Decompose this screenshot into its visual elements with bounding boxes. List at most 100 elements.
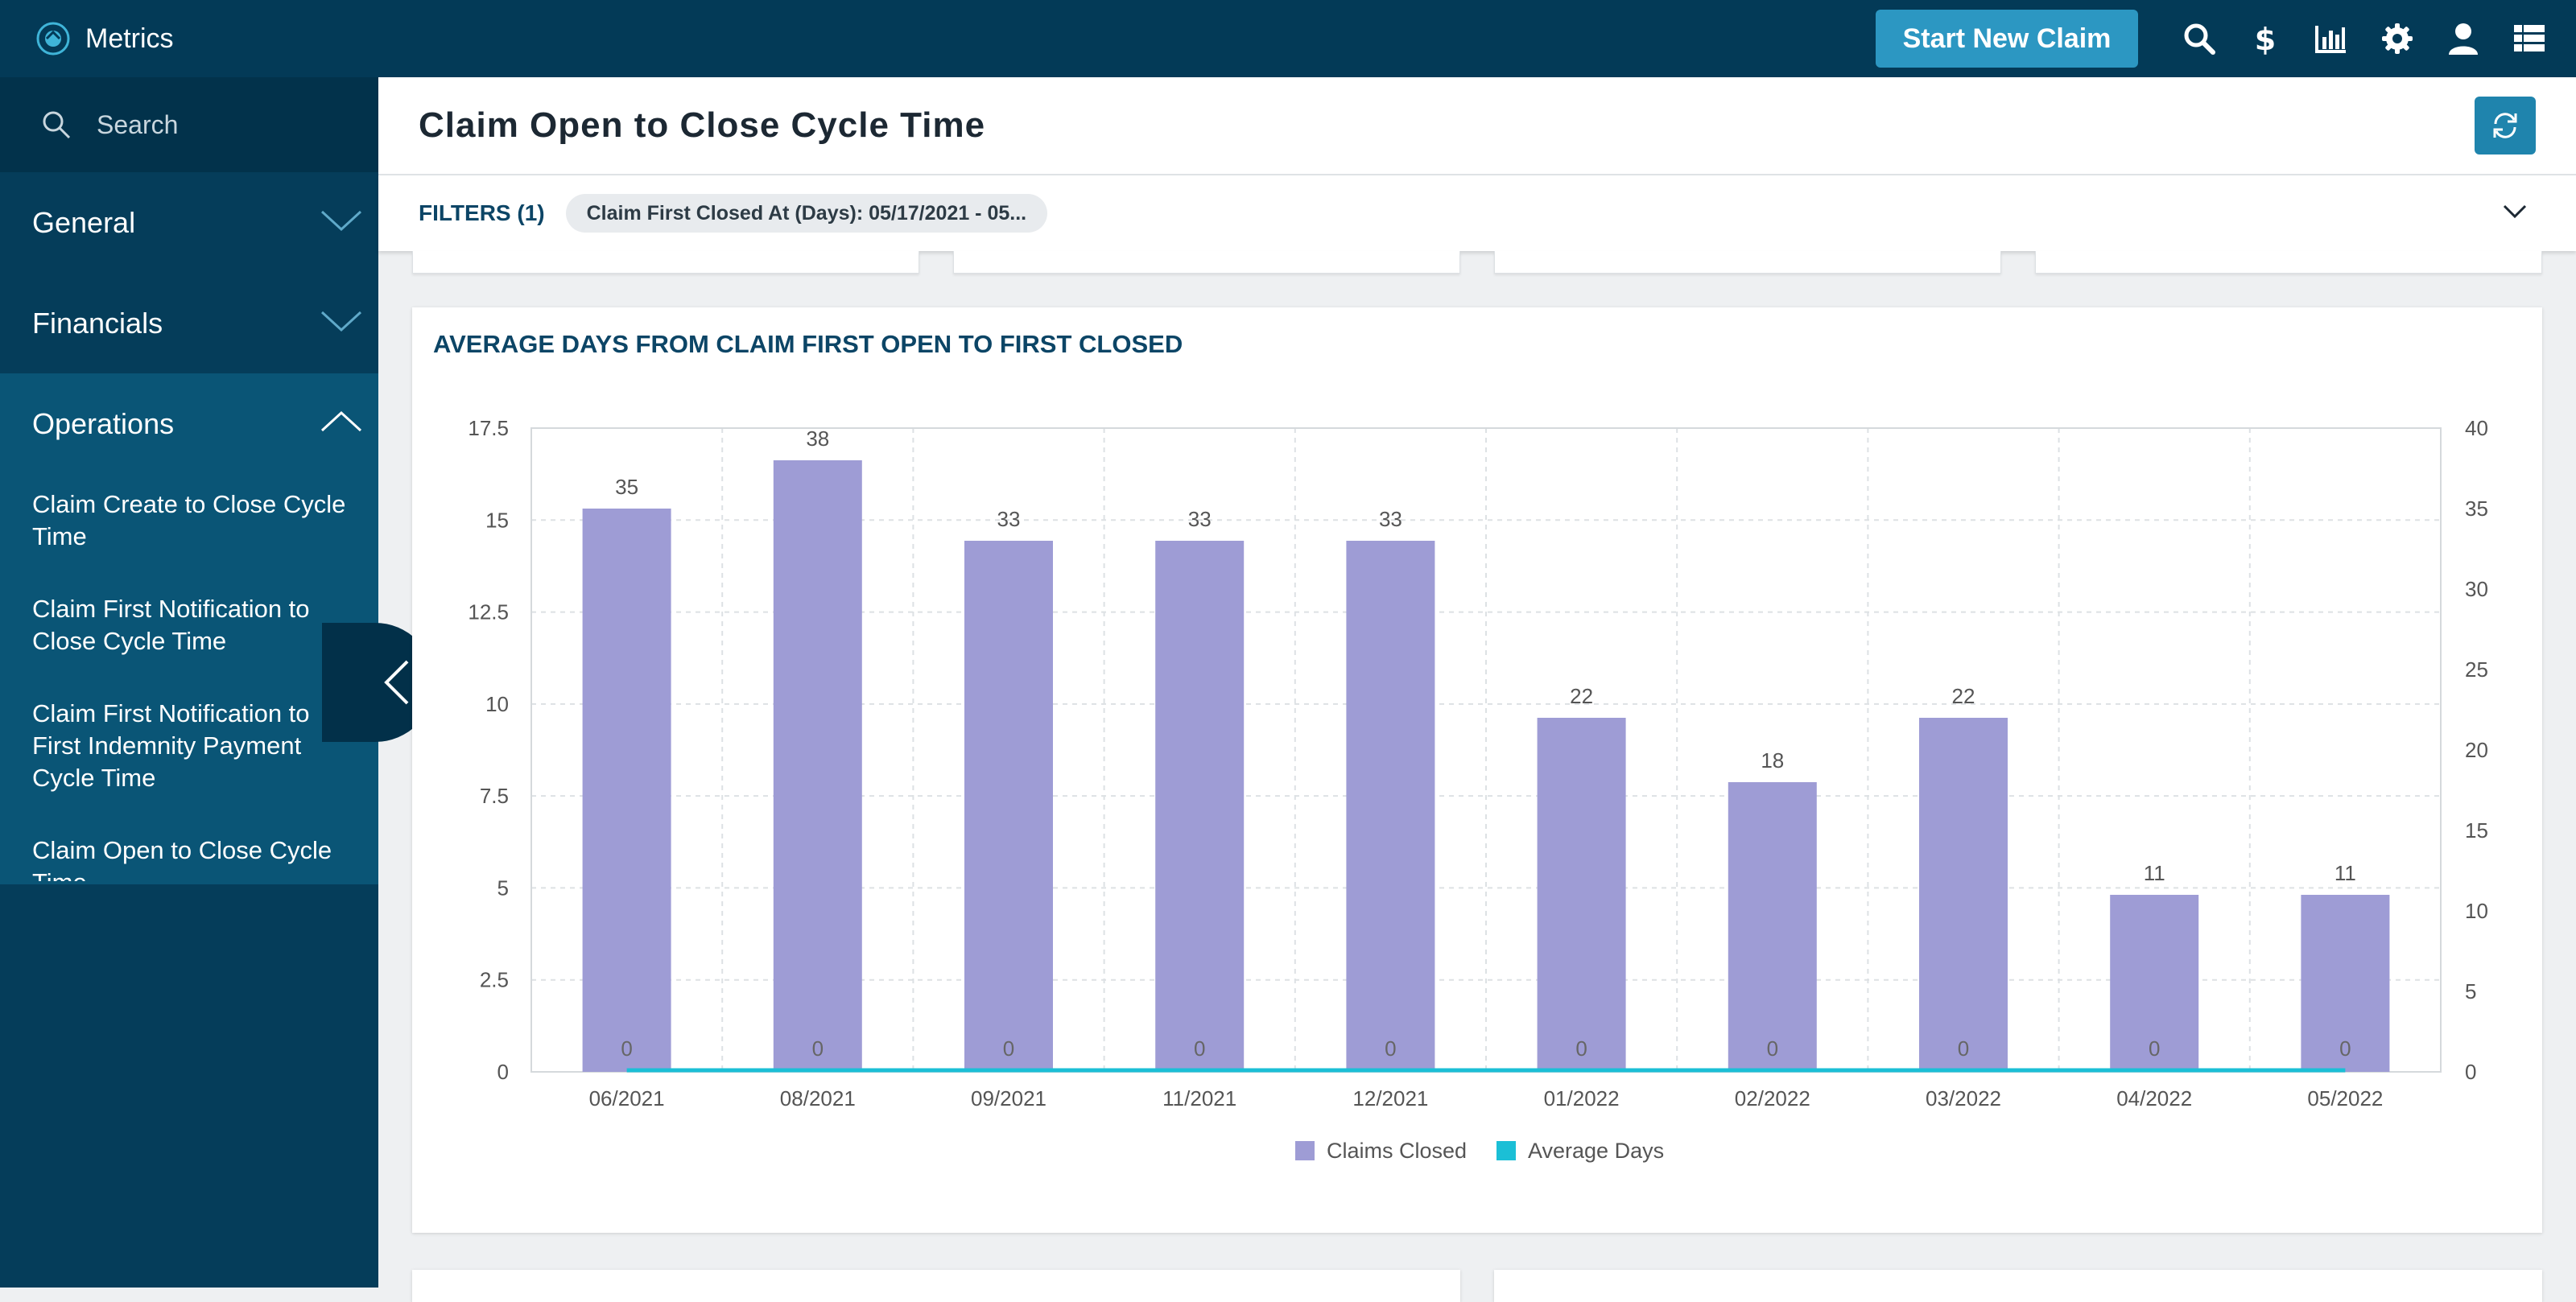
line-data-label: 0 [2339,1036,2351,1061]
bar-data-label: 18 [1761,748,1784,773]
dollar-icon[interactable]: $ [2244,18,2286,60]
y-right-tick-label: 30 [2465,577,2488,601]
sidebar-item-claim-open-to-close[interactable]: Claim Open to Close Cycle Time [32,836,332,881]
bar [1919,718,2008,1072]
legend-swatch [1496,1141,1516,1160]
user-icon[interactable] [2442,18,2484,60]
sidebar: Search General Financials Operations Cla… [0,77,378,1288]
y-left-tick-label: 15 [485,508,509,532]
metric-card [2035,251,2542,274]
bar [773,460,862,1072]
line-data-label: 0 [1958,1036,1969,1061]
bar-data-label: 35 [615,475,638,499]
y-right-tick-label: 15 [2465,818,2488,843]
refresh-button[interactable] [2475,97,2536,155]
nav-section-label: Operations [32,406,175,440]
chevron-down-icon[interactable] [2502,204,2528,224]
sidebar-search[interactable]: Search [0,77,378,172]
chart-title: AVERAGE DAYS FROM CLAIM FIRST OPEN TO FI… [433,330,1183,358]
nav-section-financials[interactable]: Financials [0,273,378,373]
nav-section-operations[interactable]: Operations [0,373,378,474]
y-right-tick-label: 5 [2465,979,2476,1003]
bar-data-label: 22 [1952,684,1975,708]
grid-list-icon[interactable] [2508,18,2550,60]
legend-label: Average Days [1528,1139,1664,1163]
svg-text:$: $ [2255,22,2276,56]
bar-data-label: 11 [2334,861,2356,885]
nav-section-label: General [32,205,136,239]
y-left-tick-label: 10 [485,692,509,716]
top-bar: Metrics Start New Claim $ [0,0,2576,77]
bar-data-label: 11 [2144,861,2165,885]
y-left-tick-label: 7.5 [480,784,509,808]
chevron-down-icon [320,206,362,240]
bar-data-label: 33 [997,507,1021,531]
line-data-label: 0 [1767,1036,1778,1061]
x-tick-label: 02/2022 [1735,1086,1810,1110]
line-data-label: 0 [812,1036,824,1061]
y-right-tick-label: 25 [2465,657,2488,682]
x-tick-label: 03/2022 [1926,1086,2001,1110]
line-data-label: 0 [621,1036,632,1061]
x-tick-label: 01/2022 [1544,1086,1620,1110]
chevron-up-icon [320,407,362,441]
nav-section-label: Financials [32,306,163,340]
bar-data-label: 38 [806,426,829,451]
line-data-label: 0 [1003,1036,1014,1061]
search-icon [43,111,71,139]
y-right-tick-label: 40 [2465,416,2488,440]
bar [2301,895,2390,1072]
sidebar-item-claim-first-notification-to-first-indemnity[interactable]: Claim First Notification to First Indemn… [32,699,310,792]
start-new-claim-button[interactable]: Start New Claim [1876,10,2138,68]
bar [1155,541,1245,1072]
bar-data-label: 33 [1188,507,1212,531]
sidebar-item-claim-first-notification-to-close[interactable]: Claim First Notification to Close Cycle … [32,595,310,655]
filters-bar: FILTERS (1) Claim First Closed At (Days)… [378,175,2576,251]
operations-subnav: Claim Create to Close Cycle Time Claim F… [0,474,378,884]
line-data-label: 0 [1575,1036,1587,1061]
legend-swatch [1295,1141,1315,1160]
x-tick-label: 11/2021 [1162,1086,1236,1110]
bar [1537,718,1626,1072]
y-left-tick-label: 2.5 [480,968,509,992]
x-tick-label: 08/2021 [780,1086,856,1110]
chart-card: AVERAGE DAYS FROM CLAIM FIRST OPEN TO FI… [412,307,2542,1233]
search-placeholder: Search [97,109,179,139]
x-tick-label: 12/2021 [1352,1086,1428,1110]
legend-label: Claims Closed [1327,1139,1467,1163]
y-left-tick-label: 5 [497,876,509,900]
chevron-left-icon [384,660,409,705]
bar [964,541,1053,1072]
filter-chip[interactable]: Claim First Closed At (Days): 05/17/2021… [565,194,1048,233]
metric-card [412,251,919,274]
line-data-label: 0 [1194,1036,1205,1061]
y-left-tick-label: 0 [497,1060,509,1084]
bar [582,509,671,1072]
search-icon[interactable] [2178,18,2220,60]
metrics-logo-icon [36,22,70,56]
bar-data-label: 33 [1379,507,1402,531]
bar [1728,782,1817,1072]
chart-svg: 0 2.5 5 7.5 10 12.5 15 17.5 0 5 10 15 20 25 30 35 40 35 0 0… [468,416,2488,1163]
line-data-label: 0 [2149,1036,2160,1061]
gear-icon[interactable] [2376,18,2418,60]
y-right-tick-label: 10 [2465,899,2488,923]
x-tick-label: 04/2022 [2116,1086,2192,1110]
y-left-tick-label: 12.5 [468,600,509,624]
page-title: Claim Open to Close Cycle Time [419,105,986,145]
filters-label[interactable]: FILTERS (1) [419,200,545,225]
y-right-tick-label: 0 [2465,1060,2476,1084]
bar-chart-icon[interactable] [2310,18,2352,60]
sidebar-item-claim-create-to-close[interactable]: Claim Create to Close Cycle Time [32,490,346,550]
chevron-down-icon [320,307,362,340]
page-header: Claim Open to Close Cycle Time [378,77,2576,175]
y-right-tick-label: 35 [2465,496,2488,521]
nav-section-general[interactable]: General [0,172,378,273]
brand[interactable]: Metrics [35,21,174,56]
x-tick-label: 06/2021 [589,1086,665,1110]
line-data-label: 0 [1385,1036,1396,1061]
y-left-tick-label: 17.5 [468,416,509,440]
bar [2110,895,2199,1072]
x-tick-label: 09/2021 [971,1086,1046,1110]
x-tick-label: 05/2022 [2307,1086,2383,1110]
